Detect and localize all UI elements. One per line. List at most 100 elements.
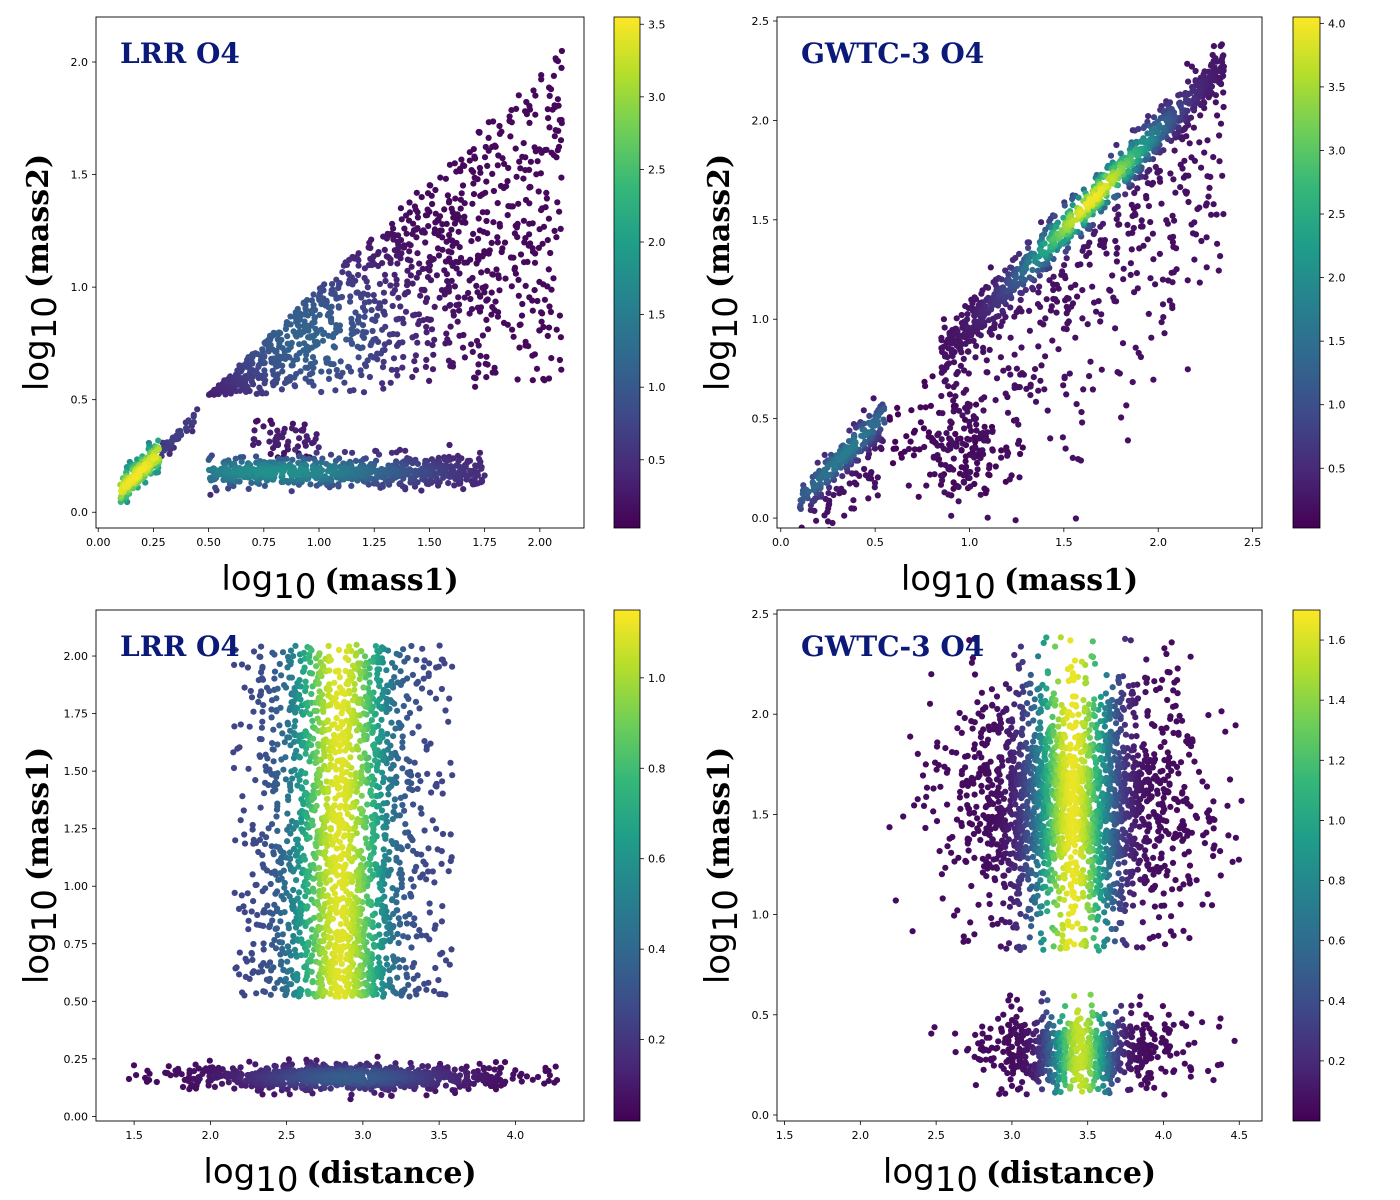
scatter-point: [368, 307, 375, 314]
colorbar-tick-label: 1.0: [1328, 399, 1346, 412]
scatter-point: [268, 420, 276, 427]
scatter-point: [422, 239, 429, 246]
scatter-point: [459, 182, 467, 189]
scatter-point: [432, 219, 439, 226]
scatter-point: [477, 192, 484, 199]
scatter-point: [1197, 112, 1204, 119]
scatter-point: [232, 646, 239, 654]
scatter-point: [408, 263, 415, 270]
scatter-point: [327, 451, 335, 458]
scatter-point: [249, 956, 256, 964]
scatter-point: [423, 356, 430, 363]
scatter-point: [393, 276, 400, 283]
scatter-point: [235, 905, 243, 913]
scatter-point: [546, 124, 553, 131]
scatter-point: [259, 663, 266, 671]
scatter-point: [1028, 530, 1034, 536]
scatter-point: [824, 518, 832, 525]
scatter-point: [251, 427, 258, 434]
scatter-point: [388, 1092, 395, 1099]
scatter-point: [541, 1080, 548, 1087]
scatter-point: [424, 770, 431, 778]
scatter-point: [1168, 269, 1175, 276]
scatter-point: [269, 367, 276, 374]
scatter-point: [233, 964, 240, 971]
scatter-point: [1191, 256, 1198, 263]
scatter-point: [1039, 266, 1046, 273]
scatter-point: [492, 298, 499, 305]
scatter-point: [938, 364, 945, 371]
scatter-point: [494, 239, 501, 246]
scatter-point: [423, 932, 430, 939]
scatter-point: [435, 977, 442, 984]
scatter-point: [1111, 193, 1118, 201]
scatter-point: [992, 463, 999, 470]
scatter-point: [1035, 343, 1042, 350]
scatter-point: [979, 447, 986, 454]
scatter-point: [1112, 237, 1119, 245]
scatter-point: [410, 220, 417, 227]
scatter-point: [538, 149, 545, 156]
scatter-point: [249, 826, 256, 833]
scatter-point: [1198, 237, 1205, 245]
scatter-point: [283, 455, 290, 462]
scatter-point: [278, 386, 285, 393]
scatter-point: [399, 364, 406, 371]
scatter-point: [520, 140, 527, 147]
scatter-point: [954, 368, 962, 376]
x-tick-label: 0.0: [772, 536, 790, 549]
scatter-point: [550, 275, 557, 282]
panel-title: LRR O4: [120, 37, 240, 70]
scatter-point: [285, 438, 292, 445]
scatter-point: [1118, 414, 1125, 421]
scatter-point: [953, 380, 960, 387]
scatter-point: [447, 759, 454, 766]
scatter-point: [415, 321, 422, 328]
scatter-point: [1163, 117, 1170, 124]
scatter-point: [280, 1081, 287, 1088]
scatter-point: [1115, 221, 1122, 228]
scatter-point: [460, 486, 467, 493]
scatter-point: [185, 1074, 192, 1081]
scatter-point: [989, 428, 996, 435]
scatter-point: [1035, 289, 1042, 296]
scatter-point: [289, 456, 296, 463]
scatter-point: [844, 448, 851, 455]
scatter-point: [874, 474, 881, 481]
scatter-point: [1012, 254, 1019, 262]
scatter-point: [941, 489, 948, 496]
scatter-point: [506, 113, 513, 120]
scatter-point: [1113, 141, 1120, 149]
scatter-point: [334, 372, 341, 379]
scatter-point: [1194, 206, 1201, 213]
scatter-point: [962, 458, 969, 465]
scatter-point: [477, 293, 484, 300]
scatter-point: [908, 407, 915, 414]
scatter-point: [1050, 295, 1057, 303]
scatter-point: [558, 47, 566, 55]
scatter-point: [411, 915, 418, 922]
scatter-point: [259, 1091, 266, 1098]
scatter-point: [1066, 370, 1073, 377]
scatter-point: [269, 740, 276, 747]
scatter-point: [501, 1059, 509, 1066]
scatter-point: [496, 223, 503, 230]
scatter-point: [1011, 382, 1018, 389]
scatter-point: [522, 282, 529, 289]
scatter-point: [989, 447, 996, 454]
scatter-point: [250, 648, 258, 655]
scatter-point: [1060, 214, 1067, 221]
scatter-point: [182, 425, 190, 432]
scatter-point: [526, 231, 533, 238]
scatter-point: [131, 473, 138, 480]
scatter-point: [279, 362, 286, 369]
scatter-point: [445, 248, 452, 255]
scatter-point: [442, 1082, 449, 1089]
scatter-point: [402, 308, 410, 315]
scatter-point: [1217, 120, 1225, 127]
scatter-point: [379, 326, 386, 333]
scatter-point: [428, 326, 436, 333]
scatter-point: [325, 375, 333, 382]
scatter-point: [1210, 201, 1217, 208]
scatter-point: [544, 237, 551, 244]
